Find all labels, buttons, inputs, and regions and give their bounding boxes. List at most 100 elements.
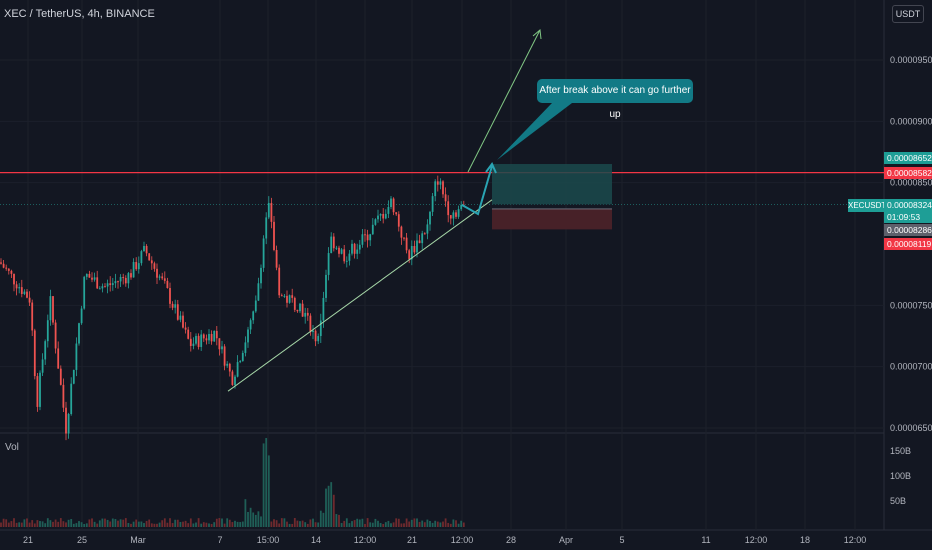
candle-body [49, 296, 52, 321]
volume-bar [226, 518, 229, 527]
volume-bar [392, 522, 395, 527]
volume-bar [275, 520, 278, 527]
candle-body [119, 277, 122, 282]
annotation-callout[interactable]: After break above it can go further up [537, 79, 693, 120]
candle-body [65, 407, 67, 434]
candle-body [28, 297, 31, 303]
candle-body [418, 240, 421, 244]
volume-bar [153, 523, 156, 527]
candle-body [161, 276, 164, 279]
candle-body [39, 372, 41, 407]
candle-body [197, 335, 200, 347]
volume-bar [345, 518, 348, 527]
volume-bar [369, 522, 372, 527]
candle-body [156, 268, 158, 278]
candle-body [52, 296, 54, 323]
volume-bar [52, 521, 54, 527]
volume-bar [387, 520, 390, 527]
x-tick-label: 5 [619, 535, 624, 545]
volume-bar [382, 523, 385, 527]
candle-body [366, 234, 369, 241]
volume-bar [182, 521, 184, 527]
arrowhead-short [485, 162, 497, 174]
volume-bar [444, 518, 447, 527]
candle-body [361, 234, 364, 245]
volume-bar [439, 522, 442, 527]
volume-bar [296, 520, 299, 527]
candle-body [431, 196, 434, 212]
candle-body [382, 214, 385, 219]
volume-bar [213, 522, 216, 527]
volume-bar [423, 522, 426, 527]
candle-body [83, 276, 86, 309]
volume-bar [156, 523, 158, 527]
candle-body [57, 348, 60, 369]
candle-body [78, 323, 80, 344]
volume-bar [426, 519, 429, 527]
candle-body [340, 249, 343, 254]
volume-bar [75, 523, 78, 527]
volume-bar [205, 522, 208, 527]
candle-body [317, 336, 320, 342]
candle-body [260, 267, 262, 284]
candle-body [457, 209, 460, 217]
volume-bar [371, 522, 374, 527]
candle-body [234, 376, 236, 385]
candle-body [226, 363, 229, 366]
candle-body [301, 303, 304, 317]
volume-bar [241, 521, 244, 527]
volume-bar [400, 523, 403, 527]
symbol-title[interactable]: XEC / TetherUS, 4h, BINANCE [4, 8, 155, 20]
volume-bar [202, 522, 205, 527]
volume-bar [158, 522, 161, 527]
candle-body [416, 240, 418, 253]
volume-bar [330, 482, 333, 527]
candle-body [184, 327, 187, 330]
candle-body [218, 338, 221, 350]
x-tick-label: 12:00 [354, 535, 377, 545]
volume-bar [314, 522, 317, 527]
candle-body [270, 202, 273, 222]
volume-bar [10, 521, 13, 527]
volume-bar [413, 518, 416, 527]
volume-bar [124, 518, 127, 527]
candle-body [335, 247, 338, 249]
candle-body [325, 274, 327, 298]
candle-body [452, 212, 455, 219]
volume-bar [278, 523, 281, 527]
last-price-tag: 0.00008324 [884, 199, 932, 211]
candle-body [7, 268, 10, 271]
candle-body [114, 281, 117, 284]
volume-bar [192, 523, 195, 527]
volume-bar [234, 520, 236, 527]
candle-body [15, 284, 18, 289]
candle-body [408, 250, 411, 260]
candle-body [158, 276, 161, 278]
candle-body [351, 243, 353, 254]
volume-bar [410, 519, 413, 527]
volume-bar [252, 512, 255, 527]
x-tick-label: Mar [130, 535, 146, 545]
candle-body [54, 322, 57, 349]
candle-body [145, 245, 148, 254]
candle-body [364, 234, 366, 236]
volume-bar [223, 523, 226, 527]
candle-body [182, 315, 184, 328]
candle-body [293, 297, 296, 310]
volume-bar [434, 520, 437, 527]
candle-body [299, 303, 301, 312]
candle-body [273, 221, 275, 251]
candle-body [309, 315, 312, 333]
candle-body [80, 308, 83, 324]
candle-body [5, 267, 8, 269]
candle-body [288, 295, 291, 303]
candle-body [72, 369, 75, 384]
candle-body [423, 233, 426, 235]
volume-bar [449, 523, 452, 527]
currency-label[interactable]: USDT [892, 5, 924, 23]
volume-bar [325, 488, 327, 527]
